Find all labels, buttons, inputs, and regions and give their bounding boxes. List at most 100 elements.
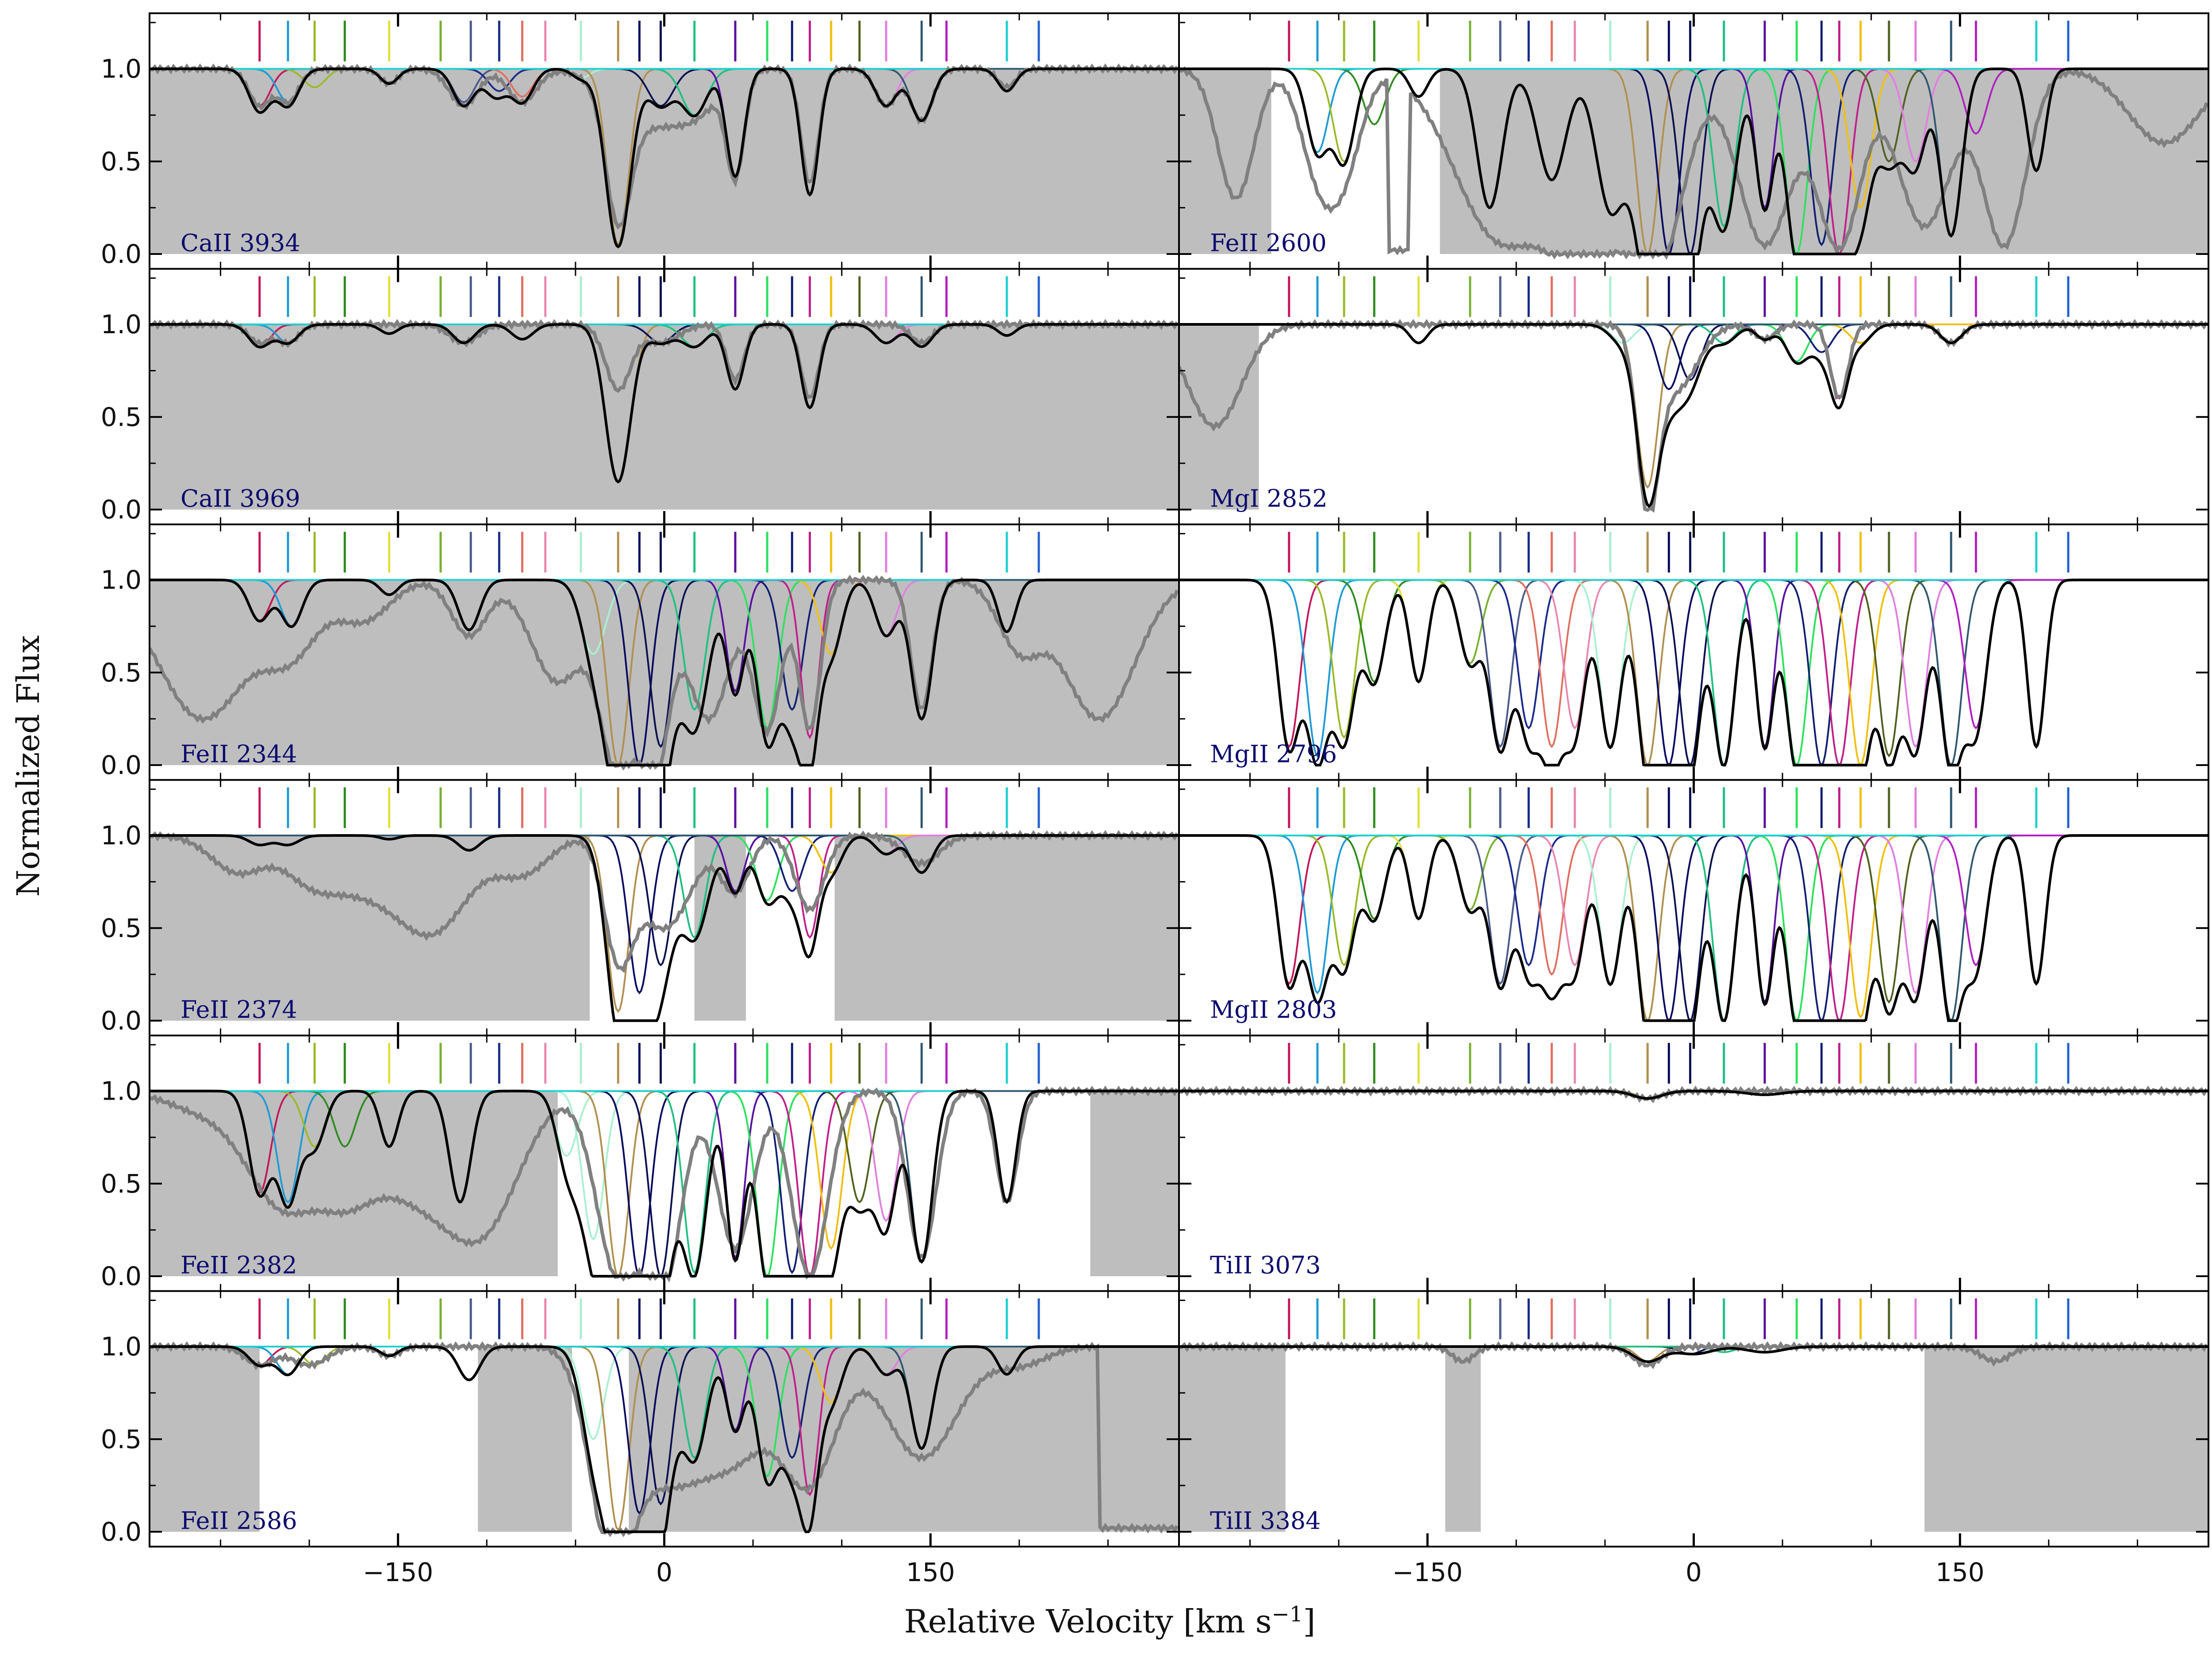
model-profile — [150, 323, 1179, 484]
panel-mgii-2803: MgII 2803 — [1178, 779, 2209, 1036]
component-profile — [1179, 835, 2208, 1023]
model-profile — [1179, 323, 2208, 508]
observed-spectrum — [1179, 319, 2208, 513]
y-tick-label: 0.5 — [101, 913, 142, 943]
observed-spectrum — [150, 574, 1179, 771]
panel-feii-2374: 0.0 0.5 1.0 FeII 2374 — [101, 779, 1180, 1036]
x-axis-label: Relative Velocity [km s−1] — [0, 1602, 2212, 1640]
panel-frame — [1178, 268, 2209, 525]
x-tick-label: −150 — [363, 1557, 433, 1587]
panel-plot-area — [1179, 20, 2208, 260]
panel-tiii-3073: TiII 3073 — [1178, 1035, 2209, 1292]
model-profile — [1179, 578, 2208, 766]
panel-mgi-2852: MgI 2852 — [1178, 268, 2209, 525]
masked-region — [1179, 1347, 1286, 1532]
ion-label: FeII 2374 — [180, 996, 297, 1024]
y-tick-label: 0.5 — [101, 658, 142, 688]
panel-feii-2586: 0.0 0.5 1.0 −150 0 150 FeII 2586 — [101, 1290, 1180, 1587]
y-tick-label: 0.0 — [101, 1517, 142, 1547]
x-tick-label: 0 — [1686, 1557, 1702, 1587]
ion-label: FeII 2586 — [180, 1507, 297, 1535]
panel-mgii-2796: MgII 2796 — [1178, 523, 2209, 781]
component-profile — [1179, 835, 2208, 1023]
component-profile — [1179, 835, 2208, 1022]
panel-plot-area — [150, 1298, 1179, 1537]
panel-feii-2382: 0.0 0.5 1.0 FeII 2382 — [101, 1035, 1180, 1292]
y-tick-label: 1.0 — [101, 309, 142, 339]
component-profile — [1179, 323, 2208, 344]
model-profile — [1179, 1345, 2208, 1363]
observed-spectrum — [1179, 66, 2208, 260]
ion-label: TiII 3384 — [1210, 1507, 1321, 1535]
panel-caii-3934: 0.0 0.5 1.0 CaII 3934 — [101, 12, 1180, 270]
x-axis-label-exponent: −1 — [1271, 1602, 1303, 1627]
component-profile — [1179, 323, 2208, 344]
y-tick-label: 0.0 — [101, 495, 142, 525]
model-profile — [150, 1345, 1179, 1533]
masked-region — [1090, 1091, 1179, 1277]
x-axis-label-end: ] — [1303, 1603, 1316, 1640]
panel-plot-area — [1179, 1043, 2208, 1104]
masked-region — [478, 1347, 572, 1532]
component-profile — [1179, 835, 2208, 1023]
ion-label: MgII 2796 — [1210, 740, 1337, 768]
masked-region — [1179, 69, 1271, 254]
y-tick-label: 1.0 — [101, 820, 142, 851]
masked-region — [1924, 1347, 2208, 1532]
model-profile — [1179, 67, 2208, 255]
ion-label: MgII 2803 — [1210, 996, 1337, 1024]
masked-region — [1440, 69, 2208, 254]
ion-label: TiII 3073 — [1210, 1251, 1321, 1279]
masked-region — [150, 69, 1179, 254]
ion-label: FeII 2382 — [180, 1251, 297, 1279]
x-tick-label: 150 — [906, 1557, 955, 1587]
observed-spectrum — [150, 1341, 1179, 1537]
ion-label: MgI 2852 — [1210, 485, 1328, 512]
x-axis-label-text: Relative Velocity [km s — [904, 1603, 1272, 1640]
masked-region — [1179, 324, 1259, 510]
component-profile — [1179, 323, 2208, 344]
panel-plot-area — [1179, 276, 2208, 513]
y-tick-label: 0.5 — [101, 146, 142, 177]
x-tick-label: 0 — [656, 1557, 672, 1587]
component-profile — [1179, 323, 2208, 344]
panel-plot-area — [1179, 787, 2208, 1023]
x-tick-label: 150 — [1936, 1557, 1985, 1587]
component-profile — [1179, 323, 2208, 489]
panel-feii-2344: 0.0 0.5 1.0 FeII 2344 — [101, 523, 1180, 781]
panel-frame — [1178, 1035, 2209, 1292]
y-tick-label: 1.0 — [101, 565, 142, 595]
panel-plot-area — [1179, 1298, 2208, 1532]
component-profile — [1179, 835, 2208, 1023]
model-profile — [1179, 1089, 2208, 1100]
model-profile — [150, 834, 1179, 1022]
y-tick-label: 0.5 — [101, 402, 142, 432]
panel-tiii-3384: −150 0 150 TiII 3384 — [1178, 1290, 2209, 1587]
y-axis-label-text: Normalized Flux — [10, 635, 46, 897]
panel-plot-area — [150, 531, 1179, 771]
ion-label: FeII 2344 — [180, 740, 297, 768]
panel-plot-area — [1179, 531, 2208, 767]
y-tick-label: 1.0 — [101, 1076, 142, 1106]
model-profile — [150, 67, 1179, 249]
masked-region — [150, 1091, 558, 1277]
masked-region — [834, 835, 1179, 1021]
ion-label: CaII 3969 — [180, 485, 300, 512]
y-tick-label: 0.0 — [101, 239, 142, 269]
y-tick-label: 0.0 — [101, 1006, 142, 1036]
model-profile — [1179, 834, 2208, 1022]
panel-plot-area — [150, 276, 1179, 510]
x-tick-label: −150 — [1392, 1557, 1463, 1587]
masked-region — [150, 324, 1179, 510]
component-profile — [1179, 835, 2208, 1023]
masked-region — [694, 835, 746, 1021]
component-profile — [1179, 323, 2208, 344]
ion-label: CaII 3934 — [180, 229, 300, 257]
masked-region — [1445, 1347, 1481, 1532]
panel-feii-2600: FeII 2600 — [1178, 12, 2209, 270]
y-tick-label: 0.5 — [101, 1169, 142, 1199]
panel-plot-area — [150, 787, 1179, 1022]
y-tick-label: 1.0 — [101, 1332, 142, 1362]
masked-region — [150, 1347, 260, 1532]
